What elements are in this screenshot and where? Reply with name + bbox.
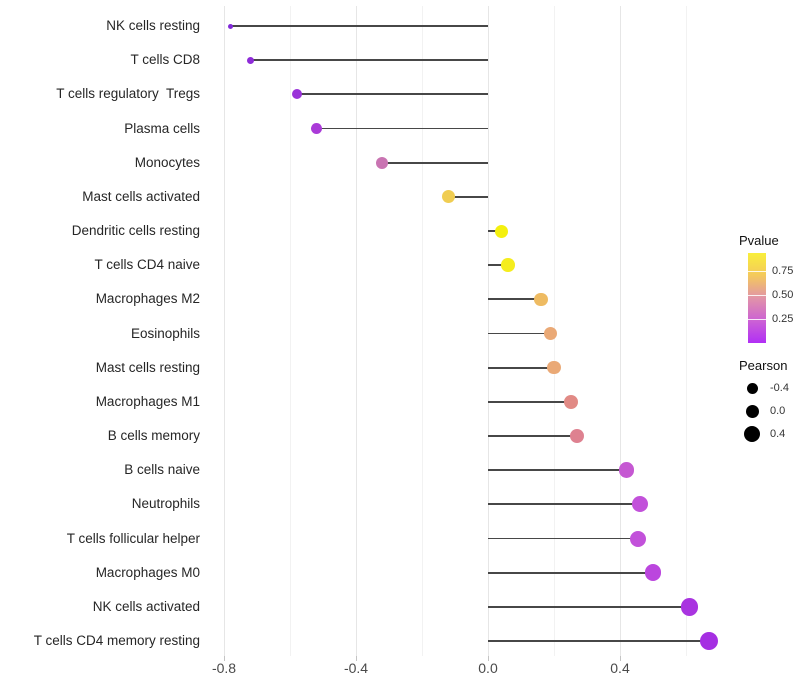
pvalue-tick-mark <box>748 295 766 296</box>
y-axis-label: Macrophages M2 <box>95 291 200 307</box>
lollipop-stem <box>488 332 551 335</box>
lollipop-stem <box>250 59 488 62</box>
data-point <box>630 530 647 547</box>
data-point <box>376 156 389 169</box>
gridline <box>620 6 621 656</box>
lollipop-stem <box>488 230 502 232</box>
axis-tick <box>356 656 357 661</box>
data-point <box>534 292 548 307</box>
data-point <box>563 394 578 409</box>
data-point <box>569 428 585 444</box>
y-axis-label: B cells naive <box>124 462 200 478</box>
x-axis-tick-label: 0.0 <box>478 660 498 676</box>
pvalue-tick-mark <box>748 319 766 320</box>
data-point <box>494 224 508 238</box>
lollipop-stem <box>488 366 554 369</box>
y-axis-label: NK cells resting <box>106 18 200 33</box>
pearson-size-label: 0.4 <box>770 428 786 440</box>
pearson-size-dot <box>745 404 759 418</box>
data-point <box>700 632 719 651</box>
y-axis-label: Mast cells activated <box>82 188 200 204</box>
gridline <box>356 6 357 656</box>
lollipop-stem <box>488 571 653 574</box>
lollipop-stem <box>488 503 640 506</box>
lollipop-stem <box>488 469 627 472</box>
x-axis-tick-label: -0.4 <box>343 660 369 676</box>
lollipop-stem <box>488 640 710 642</box>
y-axis-label: Monocytes <box>134 154 200 170</box>
lollipop-stem <box>488 537 639 540</box>
data-point <box>543 326 558 341</box>
y-axis-label: Macrophages M1 <box>95 393 200 409</box>
y-axis-label: T cells regulatory Tregs <box>56 86 200 102</box>
gridline <box>224 6 225 656</box>
lollipop-stem <box>316 127 488 130</box>
data-point <box>547 360 561 375</box>
lollipop-stem <box>488 400 571 403</box>
legend-pvalue-title: Pvalue <box>739 233 779 248</box>
y-axis-label: T cells follicular helper <box>66 530 200 546</box>
y-axis-label: Dendritic cells resting <box>71 223 200 239</box>
axis-tick <box>488 656 489 661</box>
x-axis-tick-label: -0.8 <box>211 660 237 676</box>
y-axis-label: Plasma cells <box>124 120 200 136</box>
lollipop-stem <box>488 605 690 608</box>
axis-tick <box>224 656 225 661</box>
lollipop-stem <box>488 435 578 437</box>
y-axis-label: B cells memory <box>107 428 200 444</box>
axis-tick <box>620 656 621 661</box>
lollipop-stem <box>448 195 488 198</box>
data-point <box>631 496 648 513</box>
gridline <box>686 6 687 656</box>
data-point <box>310 123 322 134</box>
y-axis-label: T cells CD4 naive <box>94 257 200 273</box>
y-axis-label: Eosinophils <box>130 325 200 341</box>
legend-pearson-title: Pearson <box>739 358 788 373</box>
pvalue-tick-label: 0.25 <box>772 313 794 325</box>
gridline <box>422 6 423 656</box>
y-axis-label: T cells CD4 memory resting <box>33 633 200 649</box>
pearson-size-label: -0.4 <box>770 382 789 394</box>
gridline <box>290 6 291 656</box>
pvalue-tick-label: 0.50 <box>772 289 794 301</box>
pearson-size-label: 0.0 <box>770 405 786 417</box>
x-axis-tick-label: 0.4 <box>610 660 630 676</box>
lollipop-stem <box>382 161 488 164</box>
lollipop-stem <box>230 25 488 27</box>
pearson-size-dot <box>744 426 760 442</box>
lollipop-stem <box>296 93 488 96</box>
pvalue-tick-mark <box>748 271 766 272</box>
data-point <box>501 258 515 272</box>
gridline <box>488 6 489 656</box>
y-axis-label: Macrophages M0 <box>95 564 200 580</box>
y-axis-label: Neutrophils <box>131 496 200 512</box>
pvalue-tick-label: 0.75 <box>772 265 794 277</box>
data-point <box>246 56 254 64</box>
data-point <box>441 190 455 204</box>
data-point <box>680 598 699 616</box>
lollipop-stem <box>488 298 541 301</box>
lollipop-stem <box>488 264 508 267</box>
pvalue-gradient-bar <box>748 253 766 343</box>
y-axis-label: Mast cells resting <box>95 359 200 375</box>
data-point <box>644 564 662 581</box>
pearson-size-dot <box>746 382 758 394</box>
y-axis-label: T cells CD8 <box>130 52 200 68</box>
data-point <box>618 462 635 478</box>
data-point <box>228 23 234 29</box>
data-point <box>291 89 302 100</box>
y-axis-label: NK cells activated <box>92 598 200 614</box>
